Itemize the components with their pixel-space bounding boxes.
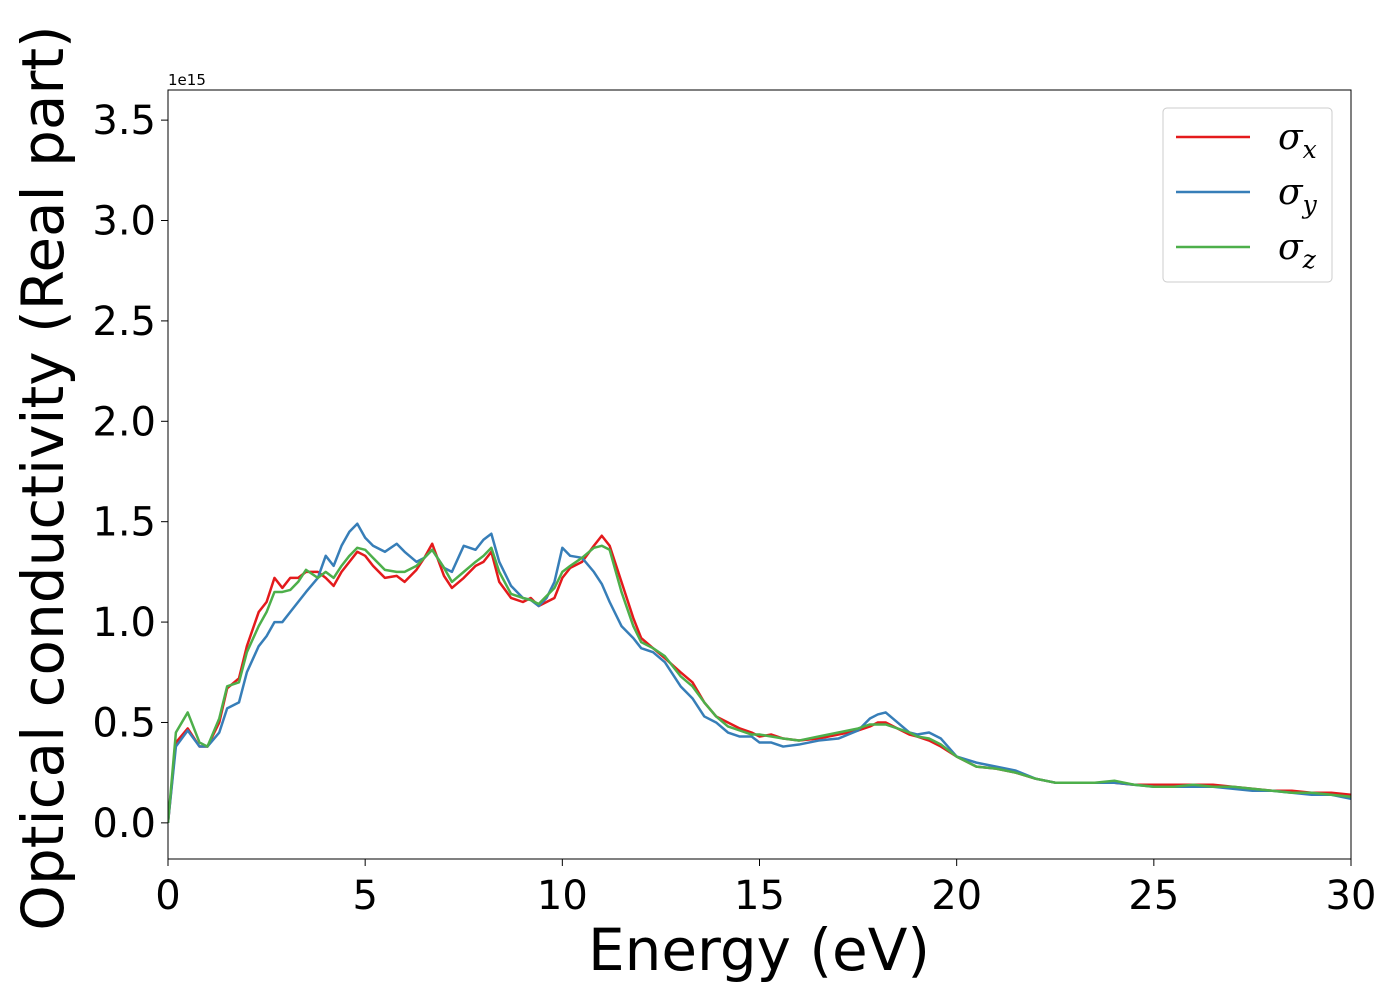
x-axis-title: Energy (eV) (588, 916, 930, 984)
x-tick-label: 5 (352, 873, 377, 919)
y-tick-label: 3.0 (92, 199, 156, 245)
x-tick-label: 10 (537, 873, 588, 919)
x-tick-label: 20 (931, 873, 982, 919)
y-tick-label: 1.5 (92, 500, 156, 546)
x-tick-label: 25 (1128, 873, 1179, 919)
x-axis-ticks: 0 5 10 15 20 25 30 (155, 859, 1376, 919)
y-axis-ticks: 0.0 0.5 1.0 1.5 2.0 2.5 3.0 3.5 (92, 98, 168, 847)
x-tick-label: 30 (1326, 873, 1377, 919)
y-tick-label: 1.0 (92, 600, 156, 646)
y-offset-text: 1e15 (168, 71, 206, 89)
y-tick-label: 3.5 (92, 98, 156, 144)
x-tick-label: 0 (155, 873, 180, 919)
series-line-x (168, 534, 1351, 823)
y-tick-label: 0.0 (92, 801, 156, 847)
y-tick-label: 2.0 (92, 399, 156, 445)
y-axis-title: Optical conductivity (Real part) (9, 25, 77, 930)
series-line-z (168, 544, 1351, 823)
y-tick-label: 0.5 (92, 700, 156, 746)
y-tick-label: 2.5 (92, 299, 156, 345)
x-tick-label: 15 (734, 873, 785, 919)
legend-frame (1162, 107, 1333, 283)
series-layer (168, 522, 1351, 823)
